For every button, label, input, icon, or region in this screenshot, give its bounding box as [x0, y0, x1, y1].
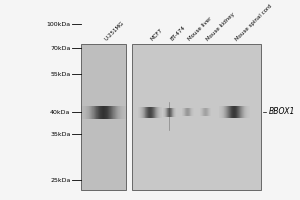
- Bar: [116, 106, 117, 118]
- Text: 25kDa: 25kDa: [50, 178, 70, 182]
- Bar: [97, 106, 98, 118]
- Bar: [86, 106, 87, 118]
- Bar: [92, 106, 93, 118]
- Bar: [95, 106, 96, 118]
- Bar: [125, 106, 126, 118]
- Bar: [132, 44, 261, 190]
- Bar: [100, 106, 101, 118]
- Bar: [88, 106, 89, 118]
- Bar: [101, 106, 102, 118]
- Text: MCF7: MCF7: [150, 28, 164, 42]
- Bar: [104, 106, 105, 118]
- Bar: [83, 106, 84, 118]
- Bar: [96, 106, 97, 118]
- Bar: [103, 106, 104, 118]
- Bar: [89, 106, 90, 118]
- Bar: [87, 106, 88, 118]
- Bar: [108, 106, 109, 118]
- Bar: [90, 106, 91, 118]
- Bar: [112, 106, 113, 118]
- Bar: [105, 106, 106, 118]
- Bar: [119, 106, 120, 118]
- Bar: [81, 106, 82, 118]
- Text: 100kDa: 100kDa: [46, 21, 70, 26]
- Bar: [124, 106, 125, 118]
- Bar: [115, 106, 116, 118]
- Bar: [93, 106, 94, 118]
- Text: BBOX1: BBOX1: [268, 108, 295, 116]
- Bar: [111, 106, 112, 118]
- Bar: [94, 106, 95, 118]
- Text: 40kDa: 40kDa: [50, 110, 70, 114]
- Bar: [114, 106, 115, 118]
- Text: Mouse liver: Mouse liver: [188, 16, 213, 42]
- Bar: [121, 106, 122, 118]
- Bar: [110, 106, 111, 118]
- Bar: [113, 106, 114, 118]
- Text: BT-474: BT-474: [169, 25, 186, 42]
- Text: Mouse spinal cord: Mouse spinal cord: [234, 3, 273, 42]
- Bar: [107, 106, 108, 118]
- Bar: [82, 106, 83, 118]
- Bar: [109, 106, 110, 118]
- Text: U-251MG: U-251MG: [103, 21, 125, 42]
- Bar: [123, 106, 124, 118]
- Bar: [81, 44, 126, 190]
- Bar: [117, 106, 118, 118]
- Bar: [84, 106, 85, 118]
- Text: Mouse kidney: Mouse kidney: [206, 12, 236, 42]
- Text: 35kDa: 35kDa: [50, 132, 70, 136]
- Text: 55kDa: 55kDa: [50, 72, 70, 76]
- Bar: [118, 106, 119, 118]
- Bar: [99, 106, 100, 118]
- Bar: [98, 106, 99, 118]
- Bar: [122, 106, 123, 118]
- Bar: [106, 106, 107, 118]
- Bar: [102, 106, 103, 118]
- Text: 70kDa: 70kDa: [50, 46, 70, 50]
- Bar: [120, 106, 121, 118]
- Bar: [85, 106, 86, 118]
- Bar: [126, 106, 127, 118]
